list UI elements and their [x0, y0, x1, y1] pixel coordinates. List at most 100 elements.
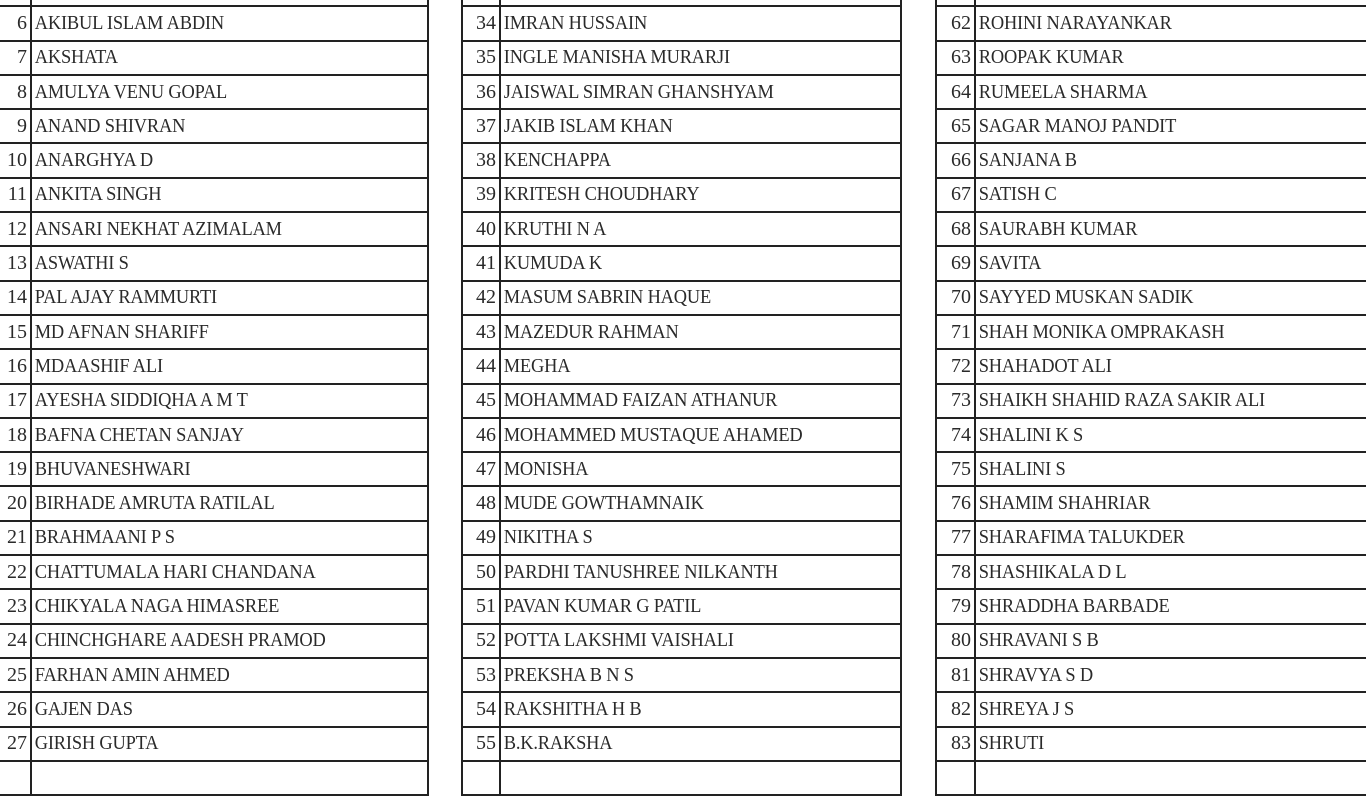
- serial-number: 46: [463, 418, 501, 452]
- table-row: 22 CHATTUMALA HARI CHANDANA: [0, 556, 427, 591]
- table-row: [0, 761, 427, 796]
- student-name: JAISWAL SIMRAN GHANSHYAM: [503, 80, 774, 103]
- student-name: INGLE MANISHA MURARJI: [503, 46, 730, 69]
- table-row: 48 MUDE GOWTHAMNAIK: [463, 487, 900, 522]
- serial-number: 41: [463, 247, 501, 280]
- serial-number: [463, 0, 501, 6]
- serial-number: 78: [937, 556, 976, 589]
- student-name: MD AFNAN SHARIFF: [34, 320, 209, 343]
- student-name: AMULYA VENU GOPAL: [34, 80, 228, 103]
- table-row: 66 SANJANA B: [937, 144, 1366, 179]
- serial-number: 48: [463, 487, 501, 520]
- serial-number: [0, 761, 32, 795]
- student-name: ROHINI NARAYANKAR: [978, 11, 1172, 34]
- serial-number: [463, 761, 501, 795]
- student-name: MASUM SABRIN HAQUE: [503, 286, 712, 309]
- serial-number: 18: [0, 418, 32, 452]
- table-row: 47 MONISHA: [463, 453, 900, 488]
- table-row: 52 POTTA LAKSHMI VAISHALI: [463, 624, 900, 659]
- student-name: GAJEN DAS: [34, 697, 133, 720]
- serial-number: 77: [937, 521, 976, 555]
- table-row: 68 SAURABH KUMAR: [937, 213, 1366, 248]
- serial-number: 71: [937, 315, 976, 349]
- serial-number: 62: [937, 7, 976, 40]
- serial-number: 50: [463, 556, 501, 589]
- student-name: AKIBUL ISLAM ABDIN: [34, 11, 224, 34]
- serial-number: 26: [0, 693, 32, 726]
- table-row: 34 IMRAN HUSSAIN: [463, 7, 900, 42]
- student-name: ANARGHYA D: [34, 149, 154, 172]
- table-row: 42 MASUM SABRIN HAQUE: [463, 281, 900, 316]
- table-row: 6 AKIBUL ISLAM ABDIN: [0, 7, 427, 42]
- serial-number: [0, 0, 32, 6]
- student-name: NIKITHA S: [503, 526, 593, 549]
- table-row: 8 AMULYA VENU GOPAL: [0, 75, 427, 111]
- student-name: RUMEELA SHARMA: [978, 80, 1148, 103]
- table-row: 74 SHALINI K S: [937, 418, 1366, 454]
- table-row: 44 MEGHA: [463, 350, 900, 385]
- table-row: 70 SAYYED MUSKAN SADIK: [937, 281, 1366, 316]
- student-name: MEGHA: [503, 354, 571, 377]
- table-row: 19 BHUVANESHWARI: [0, 453, 427, 488]
- table-row: 35 INGLE MANISHA MURARJI: [463, 41, 900, 76]
- serial-number: 83: [937, 727, 976, 760]
- table-row: 21 BRAHMAANI P S: [0, 521, 427, 557]
- table-row: 80 SHRAVANI S B: [937, 624, 1366, 659]
- table-row: 78 SHASHIKALA D L: [937, 556, 1366, 591]
- serial-number: 52: [463, 624, 501, 657]
- serial-number: 8: [0, 75, 32, 109]
- table-row: 55 B.K.RAKSHA: [463, 727, 900, 762]
- serial-number: 51: [463, 590, 501, 623]
- serial-number: 21: [0, 521, 32, 555]
- table-row: 54 RAKSHITHA H B: [463, 693, 900, 728]
- table-row: 77 SHARAFIMA TALUKDER: [937, 521, 1366, 557]
- student-name: CHINCHGHARE AADESH PRAMOD: [34, 629, 326, 652]
- table-row: 38 KENCHAPPA: [463, 144, 900, 179]
- serial-number: 7: [0, 41, 32, 74]
- serial-number: 17: [0, 384, 32, 417]
- table-row: 46 MOHAMMED MUSTAQUE AHAMED: [463, 418, 900, 454]
- serial-number: 73: [937, 384, 976, 417]
- serial-number: 38: [463, 144, 501, 177]
- serial-number: 40: [463, 213, 501, 246]
- table-row: 39 KRITESH CHOUDHARY: [463, 178, 900, 214]
- table-row: 43 MAZEDUR RAHMAN: [463, 315, 900, 351]
- serial-number: 82: [937, 693, 976, 726]
- table-row: 73 SHAIKH SHAHID RAZA SAKIR ALI: [937, 384, 1366, 419]
- table-row: 40 KRUTHI N A: [463, 213, 900, 248]
- student-name: PREKSHA B N S: [503, 663, 634, 686]
- student-name: IMRAN HUSSAIN: [503, 11, 648, 34]
- student-name: CHATTUMALA HARI CHANDANA: [34, 560, 316, 583]
- table-row: [463, 761, 900, 796]
- student-name: SHAMIM SHAHRIAR: [978, 492, 1151, 515]
- student-name: SHRAVYA S D: [978, 663, 1093, 686]
- table-row: 49 NIKITHA S: [463, 521, 900, 557]
- serial-number: 15: [0, 315, 32, 349]
- serial-number: 24: [0, 624, 32, 657]
- serial-number: 79: [937, 590, 976, 623]
- table-row: 81 SHRAVYA S D: [937, 658, 1366, 694]
- table-row: 64 RUMEELA SHARMA: [937, 75, 1366, 111]
- table-row: 76 SHAMIM SHAHRIAR: [937, 487, 1366, 522]
- student-name: MUDE GOWTHAMNAIK: [503, 492, 704, 515]
- student-name: MOHAMMED MUSTAQUE AHAMED: [503, 423, 803, 446]
- student-name: SHARAFIMA TALUKDER: [978, 526, 1185, 549]
- student-name: SATISH C: [978, 183, 1057, 206]
- serial-number: 70: [937, 281, 976, 314]
- table-row: 17 AYESHA SIDDIQHA A M T: [0, 384, 427, 419]
- student-name: MONISHA: [503, 457, 589, 480]
- table-row: 15 MD AFNAN SHARIFF: [0, 315, 427, 351]
- table-row: 79 SHRADDHA BARBADE: [937, 590, 1366, 625]
- serial-number: 44: [463, 350, 501, 383]
- table-row: [937, 761, 1366, 796]
- serial-number: 9: [0, 110, 32, 143]
- student-name: ANSARI NEKHAT AZIMALAM: [34, 217, 282, 240]
- student-name: KUMUDA K: [503, 252, 602, 275]
- serial-number: [937, 761, 976, 795]
- student-name: ROOPAK KUMAR: [978, 46, 1124, 69]
- student-name: SHALINI S: [978, 457, 1066, 480]
- table-row: 36 JAISWAL SIMRAN GHANSHYAM: [463, 75, 900, 111]
- serial-number: 16: [0, 350, 32, 383]
- student-name: SAGAR MANOJ PANDIT: [978, 114, 1177, 137]
- serial-number: 54: [463, 693, 501, 726]
